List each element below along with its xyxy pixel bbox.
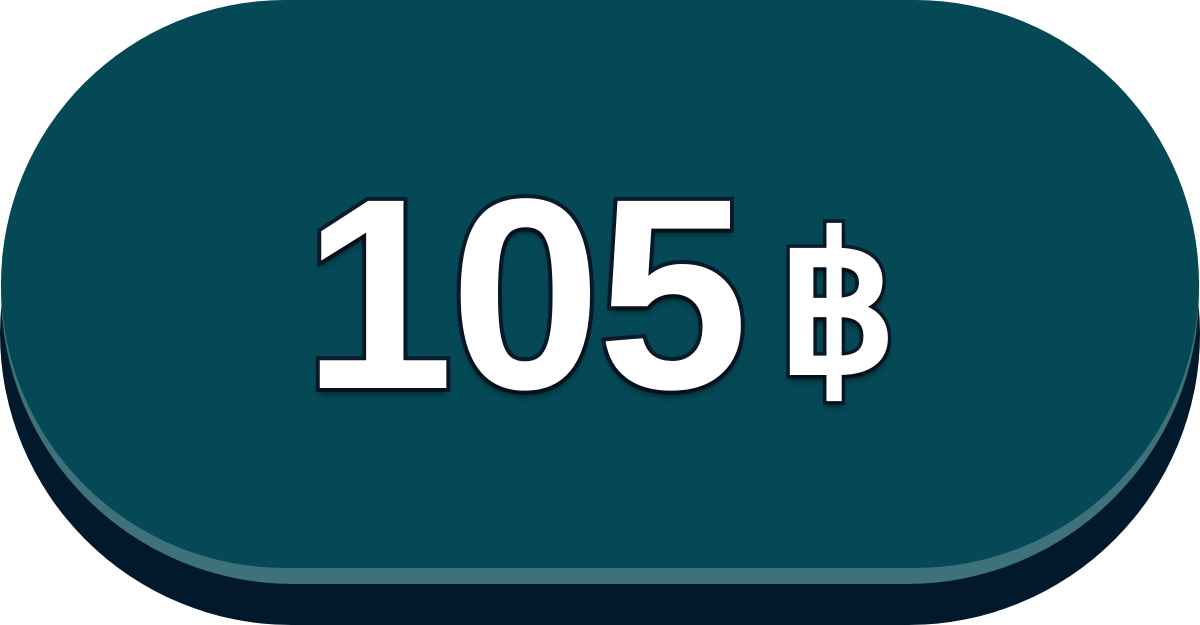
price-amount: 105 [299,142,753,446]
currency-symbol: ฿ [773,200,901,413]
price-label: 105 ฿ [299,142,901,446]
badge-face [1,0,1199,568]
